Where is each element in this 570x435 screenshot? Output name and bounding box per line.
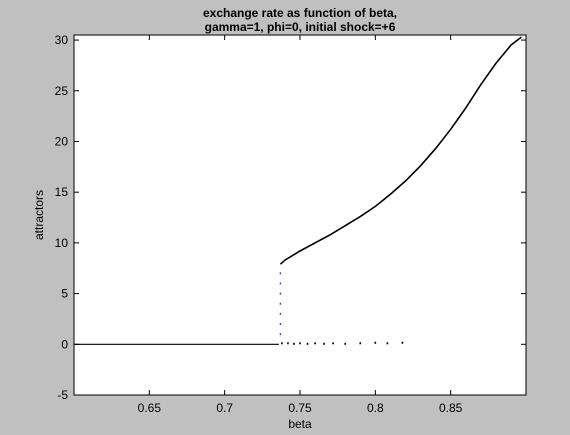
scatter-point-11 (386, 342, 389, 345)
data-layer (74, 36, 522, 345)
ticks-layer: 0.65 0.7 0.75 0.8 0.85 -5 0 5 10 15 20 25 30 (55, 33, 526, 415)
y-tick-label-6: 25 (55, 84, 69, 98)
x-axis-label: beta (288, 417, 312, 431)
transition-point-0 (279, 333, 282, 336)
chart-title-line-1: exchange rate as function of beta, (203, 6, 397, 20)
scatter-point-3 (299, 342, 301, 345)
transition-point-4 (279, 292, 282, 295)
scatter-point-6 (323, 342, 325, 345)
x-tick-label-4: 0.85 (439, 401, 463, 415)
scatter-point-2 (293, 342, 295, 345)
scatter-point-7 (332, 342, 334, 345)
scatter-point-0 (281, 342, 283, 345)
axes: 0.65 0.7 0.75 0.8 0.85 -5 0 5 10 15 20 25 30 (55, 33, 527, 415)
transition-point-5 (279, 282, 282, 285)
scatter-point-4 (306, 342, 309, 345)
chart-title-line-2: gamma=1, phi=0, initial shock=+6 (205, 20, 396, 34)
transition-point-6 (279, 272, 282, 275)
y-tick-label-1: 0 (61, 337, 68, 351)
y-tick-label-3: 10 (55, 236, 69, 250)
y-tick-label-7: 30 (55, 33, 69, 47)
y-tick-label-0: -5 (57, 388, 68, 402)
x-tick-label-3: 0.8 (367, 401, 384, 415)
x-tick-label-1: 0.7 (216, 401, 233, 415)
scatter-point-10 (374, 341, 377, 344)
transition-point-2 (279, 312, 282, 315)
x-tick-label-0: 0.65 (138, 401, 162, 415)
scatter-point-1 (287, 342, 289, 345)
scatter-point-9 (359, 342, 362, 345)
transition-point-3 (279, 302, 282, 305)
y-tick-label-2: 5 (61, 287, 68, 301)
y-tick-label-5: 20 (55, 134, 69, 148)
series-line-upper-branch (279, 36, 522, 265)
transition-point-1 (279, 323, 282, 326)
scatter-point-8 (344, 342, 346, 345)
y-tick-label-4: 15 (55, 185, 69, 199)
y-axis-label: attractors (32, 190, 46, 240)
scatter-point-5 (314, 342, 316, 345)
x-tick-label-2: 0.75 (288, 401, 312, 415)
axes-background (74, 35, 526, 395)
scatter-point-12 (401, 341, 404, 344)
